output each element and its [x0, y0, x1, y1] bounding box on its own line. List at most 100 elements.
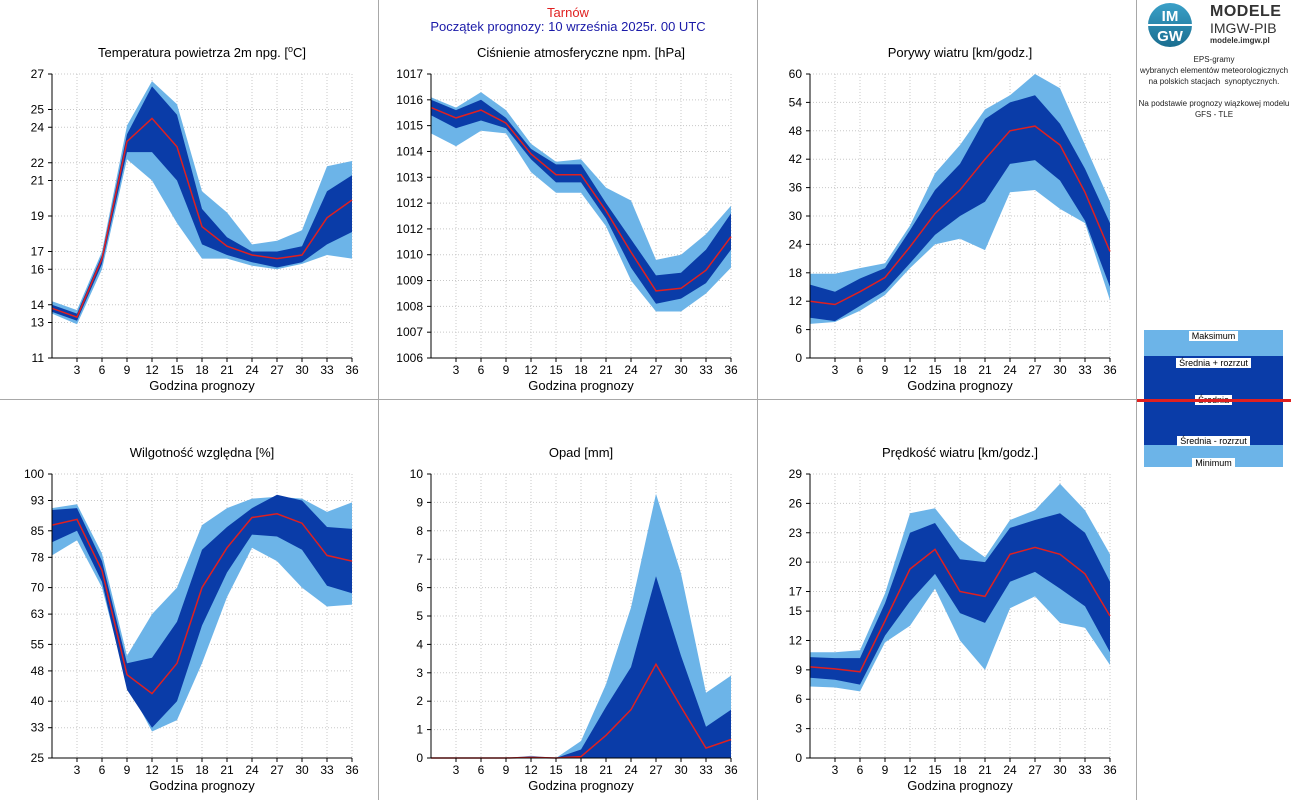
legend-min: Minimum: [1144, 458, 1283, 468]
y-tick-label: 30: [789, 209, 803, 223]
y-tick-label: 7: [416, 552, 423, 566]
x-tick-label: 18: [953, 363, 967, 377]
x-tick-label: 24: [1003, 363, 1017, 377]
chart-svg: 1006 1007 1008 1009 1010 1012 1012 1013 1014 1015…: [396, 45, 738, 393]
y-tick-label: 12: [789, 294, 803, 308]
panel-grid: [0, 0, 1137, 800]
legend-outer-band-bottom: [1144, 445, 1283, 467]
info-line: Na podstawie prognozy wiązkowej modelu: [1138, 99, 1290, 108]
x-axis-label: Godzina prognozy: [907, 778, 1013, 793]
spread-band: [431, 576, 731, 758]
info-line: GFS - TLE: [1194, 110, 1234, 119]
y-tick-label: 1009: [396, 274, 423, 288]
y-tick-label: 26: [789, 496, 803, 510]
x-axis-label: Godzina prognozy: [907, 378, 1013, 393]
chart-title: Ciśnienie atmosferyczne npm. [hPa]: [477, 45, 685, 60]
chart-title-text: Prędkość wiatru [km/godz.]: [882, 445, 1038, 460]
info-spacer: [1137, 87, 1291, 98]
legend-mean-minus: Średnia - rozrzut: [1144, 436, 1283, 446]
y-tick-label: 5: [416, 609, 423, 623]
legend-mean-plus: Średnia + rozrzut: [1144, 358, 1283, 368]
y-tick-label: 21: [31, 174, 45, 188]
y-tick-label: 1013: [396, 170, 423, 184]
y-tick-label: 18: [789, 266, 803, 280]
y-tick-label: 24: [31, 120, 45, 134]
y-tick-label: 13: [31, 316, 45, 330]
logo-url[interactable]: modele.imgw.pl: [1210, 36, 1270, 45]
x-tick-label: 12: [145, 363, 159, 377]
x-tick-label: 15: [549, 363, 563, 377]
x-tick-label: 18: [195, 363, 209, 377]
imgw-logo-icon: IM GW: [1148, 3, 1192, 47]
x-tick-label: 24: [245, 763, 259, 777]
y-tick-label: 15: [789, 604, 803, 618]
y-tick-label: 1010: [396, 248, 423, 262]
spread-band: [52, 494, 352, 728]
y-tick-label: 23: [789, 526, 803, 540]
x-tick-label: 30: [295, 763, 309, 777]
x-tick-label: 3: [74, 363, 81, 377]
x-tick-label: 33: [699, 363, 713, 377]
chart-temperature: 11 13 14 16 17 19 21 22 24 25 27 3 6 9 12 15 18 21 24 27 30 3…: [0, 0, 378, 400]
x-tick-label: 9: [882, 363, 889, 377]
x-tick-label: 30: [1053, 363, 1067, 377]
y-tick-label: 3: [416, 666, 423, 680]
x-tick-label: 30: [674, 763, 688, 777]
y-tick-label: 25: [31, 751, 45, 765]
x-tick-label: 27: [1028, 363, 1042, 377]
x-tick-label: 6: [99, 363, 106, 377]
x-tick-label: 36: [724, 763, 738, 777]
x-tick-label: 9: [124, 763, 131, 777]
chart-title-text: Temperatura powietrza 2m npg. [: [98, 45, 288, 60]
grid-divider: [0, 399, 1137, 400]
y-tick-label: 27: [31, 67, 45, 81]
x-tick-label: 12: [524, 763, 538, 777]
y-tick-label: 1016: [396, 93, 423, 107]
y-tick-label: 85: [31, 524, 45, 538]
grid-divider: [757, 0, 758, 800]
forecast-start: Początek prognozy: 10 września 2025r. 00…: [430, 19, 706, 34]
y-tick-label: 6: [795, 692, 802, 706]
x-tick-label: 21: [978, 763, 992, 777]
y-tick-label: 63: [31, 607, 45, 621]
y-tick-label: 3: [795, 722, 802, 736]
x-tick-label: 6: [857, 363, 864, 377]
x-tick-label: 21: [599, 763, 613, 777]
x-tick-label: 27: [649, 363, 663, 377]
imgw-logo[interactable]: IM GW MODELE IMGW-PIB modele.imgw.pl: [1147, 2, 1281, 47]
x-tick-label: 6: [857, 763, 864, 777]
y-tick-label: 19: [31, 209, 45, 223]
y-tick-label: 2: [416, 694, 423, 708]
y-tick-label: 1012: [396, 222, 423, 236]
y-tick-label: 55: [31, 637, 45, 651]
spread-band: [810, 95, 1110, 322]
y-tick-label: 1008: [396, 299, 423, 313]
x-tick-label: 18: [195, 763, 209, 777]
chart-title-super: o: [288, 44, 293, 54]
y-tick-label: 0: [416, 751, 423, 765]
y-tick-label: 8: [416, 524, 423, 538]
x-tick-label: 18: [574, 363, 588, 377]
y-tick-label: 48: [789, 124, 803, 138]
y-tick-label: 1014: [396, 144, 423, 158]
y-tick-label: 33: [31, 721, 45, 735]
x-tick-label: 36: [345, 363, 359, 377]
x-tick-label: 15: [170, 763, 184, 777]
legend-mean-line: [1137, 399, 1291, 402]
x-tick-label: 24: [624, 363, 638, 377]
x-tick-label: 24: [624, 763, 638, 777]
x-tick-label: 15: [928, 363, 942, 377]
mean-line: [51, 513, 353, 695]
logo-title: MODELE: [1210, 3, 1282, 20]
chart-title-text: Ciśnienie atmosferyczne npm. [hPa]: [477, 45, 685, 60]
mean-line: [430, 106, 732, 292]
y-tick-label: 24: [789, 237, 803, 251]
chart-title-text: Opad [mm]: [549, 445, 613, 460]
forecast-header: Tarnów Początek prognozy: 10 września 20…: [380, 6, 756, 34]
y-tick-label: 11: [32, 351, 45, 365]
chart-title-text: Porywy wiatru [km/godz.]: [888, 45, 1033, 60]
x-tick-label: 30: [674, 363, 688, 377]
